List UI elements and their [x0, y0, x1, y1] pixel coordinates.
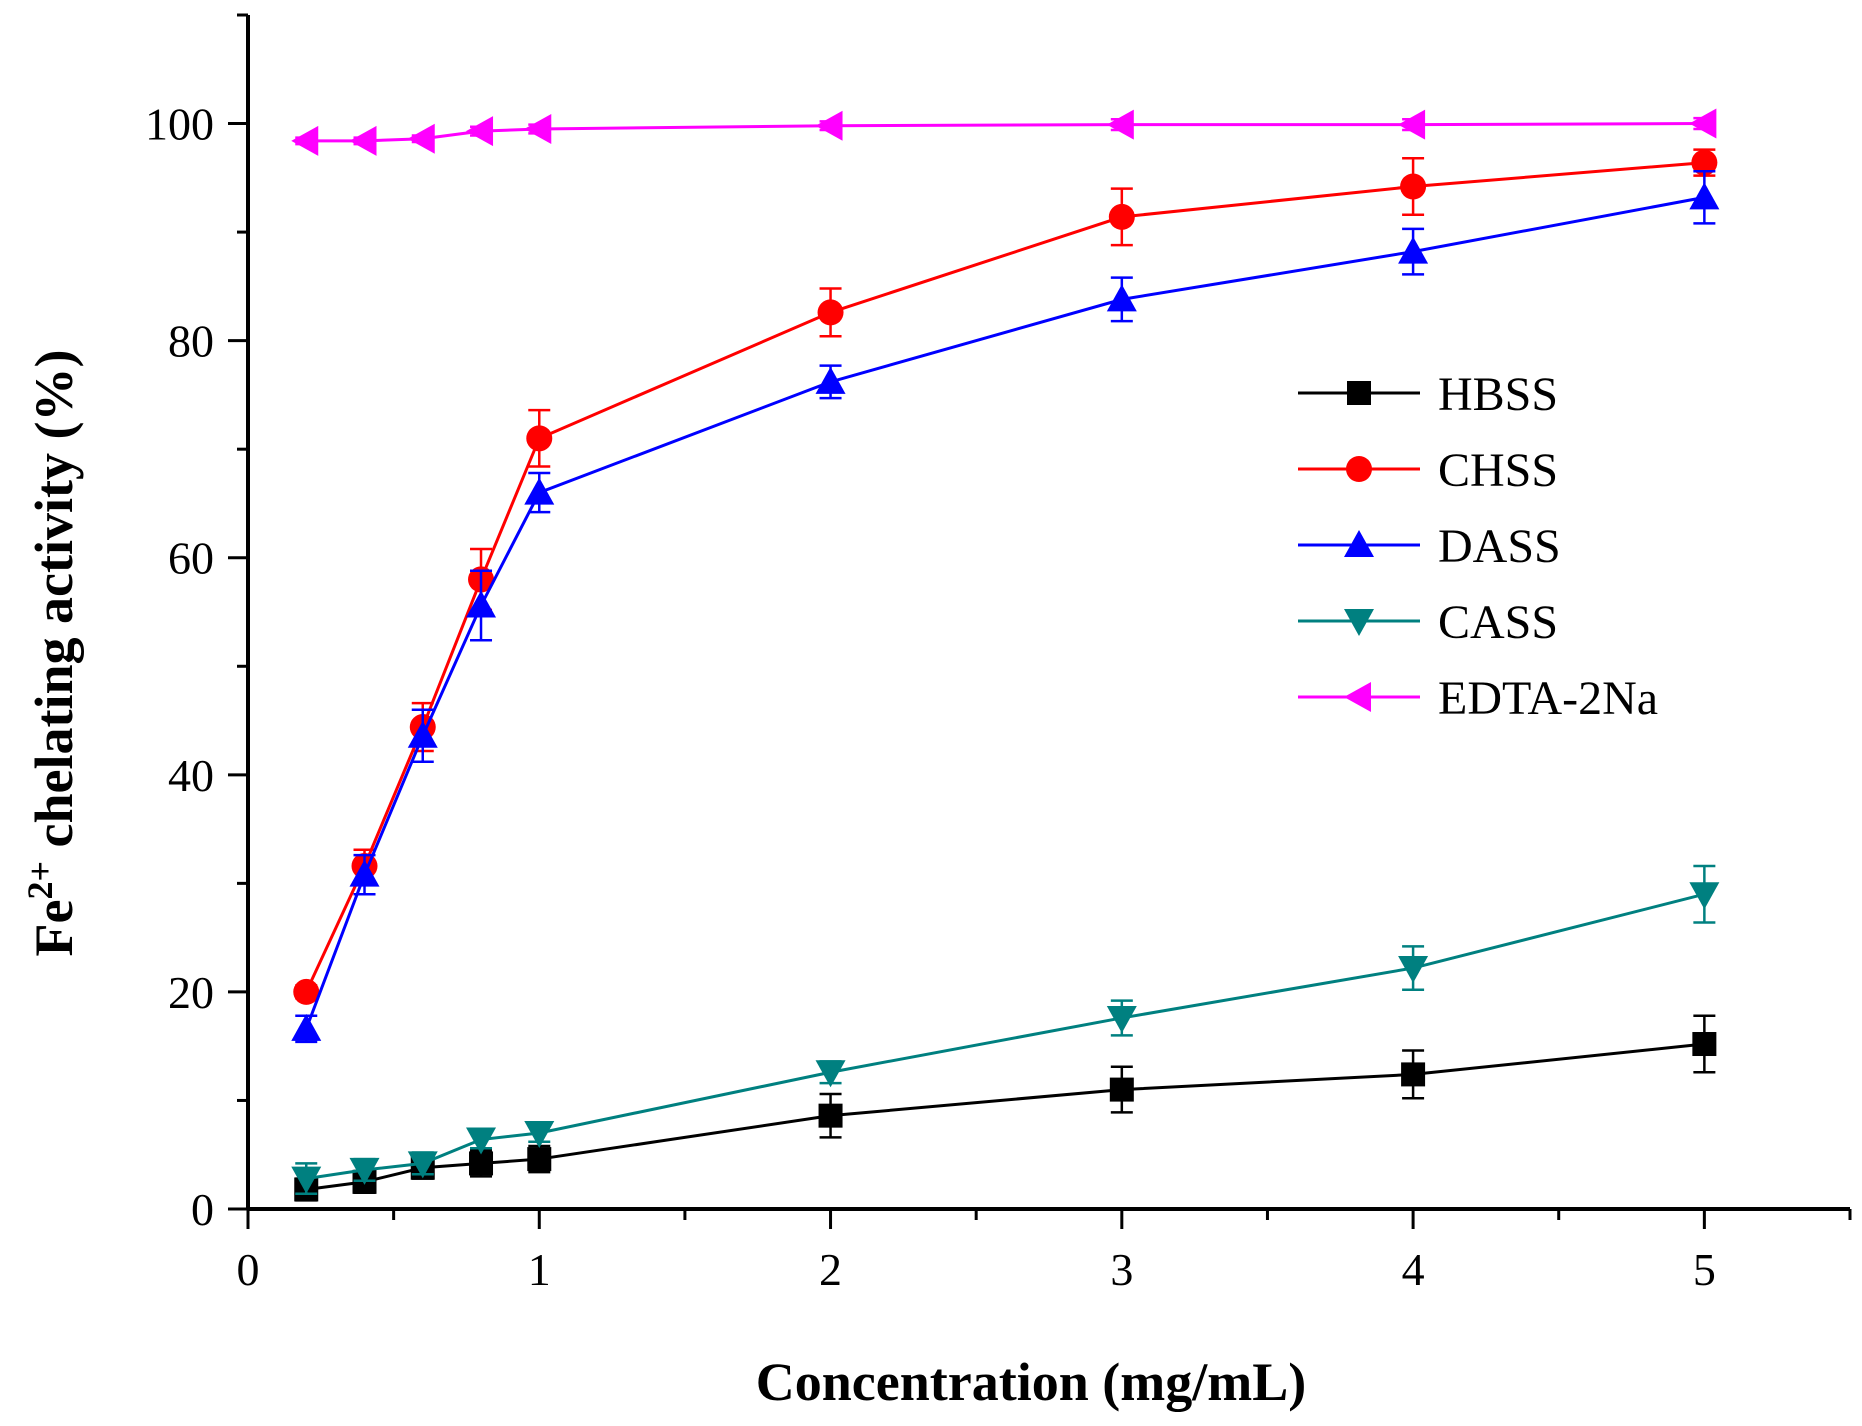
legend-label: DASS [1438, 520, 1561, 573]
data-point [466, 1127, 497, 1155]
data-point [817, 299, 844, 326]
y-axis-title-superscript: 2+ [20, 861, 60, 900]
series-chss [293, 148, 1718, 1005]
legend-marker [1344, 530, 1374, 557]
legend-item: DASS [1298, 520, 1561, 573]
legend-item: HBSS [1298, 368, 1558, 421]
x-axis-title: Concentration (mg/mL) [756, 1352, 1306, 1412]
legend: HBSS CHSS DASS CASS EDTA-2Na [1298, 368, 1658, 725]
data-point [818, 1103, 843, 1128]
data-point [291, 1166, 322, 1194]
data-point [1691, 149, 1718, 176]
series-layer [291, 108, 1720, 1202]
x-tick-label: 2 [819, 1244, 842, 1295]
data-point [1106, 284, 1137, 312]
data-point [291, 1013, 322, 1041]
data-point [291, 125, 319, 156]
y-tick-label: 60 [168, 533, 214, 584]
series-dass [291, 170, 1720, 1044]
legend-marker [1344, 609, 1374, 636]
y-tick-label: 0 [191, 1184, 214, 1235]
series-line [306, 122, 1705, 143]
series-line [306, 892, 1705, 1181]
data-point [407, 1151, 438, 1179]
series-edta-2na [291, 108, 1717, 156]
data-point [1689, 108, 1717, 139]
data-point [407, 123, 435, 154]
legend-marker [1347, 381, 1371, 405]
x-tick-label: 1 [528, 1244, 551, 1295]
data-point [1106, 1005, 1137, 1033]
data-point [1398, 109, 1426, 140]
legend-item: CASS [1298, 596, 1558, 649]
data-point [407, 720, 438, 748]
data-point [1398, 956, 1429, 984]
data-point [526, 425, 553, 452]
data-point [1689, 182, 1720, 210]
legend-marker [1344, 682, 1371, 712]
data-point [1106, 109, 1134, 140]
data-point [524, 1121, 555, 1149]
data-point [1109, 1077, 1134, 1102]
x-tick-label: 0 [237, 1244, 260, 1295]
legend-label: EDTA-2Na [1438, 672, 1658, 725]
legend-label: HBSS [1438, 368, 1558, 421]
series-line [304, 161, 1705, 993]
data-point [527, 1147, 552, 1172]
y-tick-label: 100 [145, 99, 214, 150]
data-point [466, 116, 494, 147]
x-tick-label: 3 [1110, 1244, 1133, 1295]
x-tick-label: 4 [1402, 1244, 1425, 1295]
series-hbss [294, 1014, 1717, 1202]
data-point [293, 978, 320, 1005]
data-point [349, 859, 380, 887]
data-point [1108, 203, 1135, 230]
x-tick-label: 5 [1693, 1244, 1716, 1295]
data-point [1400, 173, 1427, 200]
data-point [1689, 882, 1720, 910]
data-point [815, 110, 843, 141]
legend-marker [1346, 456, 1372, 482]
legend-label: CHSS [1438, 444, 1558, 497]
axes: 0 1 2 3 4 5 0 20 40 60 80 100 [145, 13, 1852, 1295]
series-line [306, 1042, 1705, 1191]
y-tick-label: 20 [168, 967, 214, 1018]
data-point [524, 477, 555, 505]
legend-item: CHSS [1298, 444, 1558, 497]
data-point [469, 1151, 494, 1176]
y-axis-title-prefix: Fe [24, 899, 84, 956]
y-axis-title: Fe2+ chelating activity (%) [20, 350, 84, 957]
y-axis-title-suffix: chelating activity (%) [24, 350, 84, 861]
data-point [815, 366, 846, 394]
y-tick-label: 80 [168, 316, 214, 367]
data-point [524, 113, 552, 144]
data-point [349, 125, 377, 156]
legend-label: CASS [1438, 596, 1558, 649]
data-point [349, 1157, 380, 1185]
data-point [1398, 236, 1429, 264]
legend-item: EDTA-2Na [1298, 672, 1658, 725]
data-point [1401, 1062, 1426, 1087]
series-cass [291, 864, 1720, 1196]
y-tick-label: 40 [168, 750, 214, 801]
data-point [815, 1060, 846, 1088]
data-point [466, 590, 497, 618]
data-point [1692, 1032, 1717, 1057]
